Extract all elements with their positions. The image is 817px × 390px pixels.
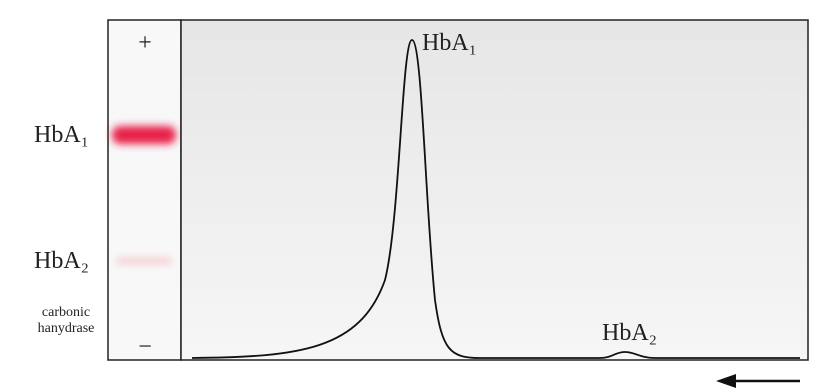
plus-sign: + — [138, 30, 152, 56]
gel-strip — [108, 20, 181, 360]
band-label: HbA₂ — [34, 248, 89, 274]
band-label: carbonic — [42, 305, 90, 320]
band-label: hanydrase — [38, 321, 95, 336]
trace-panel — [181, 20, 808, 360]
band-label: HbA₁ — [34, 122, 89, 148]
page: {"strip": {"plus": "+", "minus": "−", "b… — [0, 0, 817, 390]
arrow-head — [716, 374, 736, 388]
minus-sign: − — [138, 334, 152, 360]
peak-label: HbA₁ — [422, 30, 477, 56]
hba1-band — [112, 126, 176, 144]
peak-label: HbA₂ — [602, 320, 657, 346]
electrophoresis-diagram: + − HbA₁ HbA₂ carbonic hanydrase HbA₁ Hb… — [0, 0, 817, 390]
hba2-band — [116, 258, 172, 264]
